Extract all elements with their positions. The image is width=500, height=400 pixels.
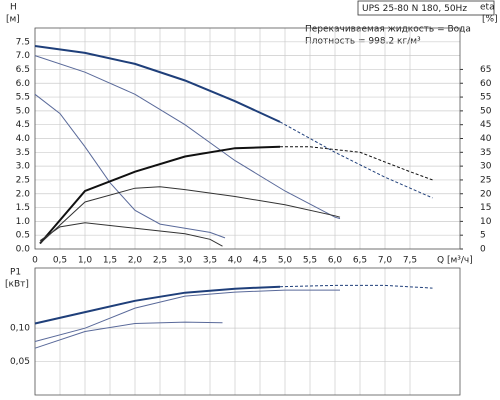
x-tick-label: 4,5	[253, 256, 267, 266]
y-tick-label: 0,05	[10, 357, 30, 367]
curve	[34, 55, 341, 220]
y2-tick-label: 30	[480, 162, 492, 172]
y-label-unit: [м]	[6, 15, 20, 25]
x-tick-label: 1,5	[103, 256, 117, 266]
x-tick-label: 7,5	[403, 256, 417, 266]
plot-frame	[34, 27, 461, 250]
y-tick-label: 7.5	[16, 37, 30, 47]
y2-tick-label: 55	[480, 93, 491, 103]
x-tick-label: 0,5	[53, 256, 67, 266]
curve	[34, 321, 223, 349]
y2-tick-label: 50	[480, 106, 492, 116]
y-tick-label: 0.5	[16, 231, 30, 241]
x-tick-label: 6,5	[353, 256, 367, 266]
curve	[39, 145, 281, 245]
y2-tick-label: 35	[480, 148, 491, 158]
y-tick-label: 7.0	[16, 51, 31, 61]
y-tick-label: 3.0	[16, 162, 31, 172]
x-tick-label: 5,0	[278, 256, 293, 266]
x-label: Q [м³/ч]	[437, 256, 473, 266]
y2-tick-label: 5	[480, 231, 486, 241]
y-tick-label: 0.0	[16, 245, 31, 255]
y-label: P1	[10, 268, 21, 278]
curve	[280, 146, 433, 181]
y2-label: eta	[480, 3, 495, 13]
y2-tick-label: 20	[480, 189, 492, 199]
y2-tick-label: 65	[480, 65, 491, 75]
chart-title: UPS 25-80 N 180, 50Hz	[362, 4, 467, 14]
y-tick-label: 2.0	[16, 189, 31, 199]
curve	[34, 93, 226, 239]
x-tick-label: 3,5	[203, 256, 217, 266]
y-tick-label: 2.5	[16, 175, 30, 185]
curve	[39, 186, 341, 244]
y-tick-label: 6.0	[16, 79, 31, 89]
note: Перекачиваемая жидкость = Вода	[305, 25, 471, 35]
y-tick-label: 5.5	[16, 93, 30, 103]
y2-tick-label: 0	[480, 245, 486, 255]
x-tick-label: 5,5	[303, 256, 317, 266]
y-label: H	[10, 3, 17, 13]
y-tick-label: 4.5	[16, 120, 30, 130]
y-tick-label: 0,10	[10, 324, 30, 334]
y2-tick-label: 45	[480, 120, 491, 130]
y-tick-label: 3.5	[16, 148, 30, 158]
y2-tick-label: 15	[480, 203, 491, 213]
y-label-unit: [кВт]	[5, 280, 29, 290]
y-tick-label: 5.0	[16, 106, 31, 116]
y-tick-label: 1.5	[16, 203, 30, 213]
plot-frame	[34, 267, 461, 396]
y-tick-label: 1.0	[16, 217, 31, 227]
y-tick-label: 4.0	[16, 134, 31, 144]
curve	[39, 222, 223, 247]
curve	[34, 285, 281, 325]
x-tick-label: 2,5	[153, 256, 167, 266]
x-tick-label: 4,0	[228, 256, 243, 266]
y2-label-unit: [%]	[482, 15, 498, 25]
y2-tick-label: 25	[480, 175, 491, 185]
curve	[34, 289, 340, 342]
curve	[279, 284, 433, 289]
x-tick-label: 7,0	[378, 256, 393, 266]
x-tick-label: 6,0	[328, 256, 343, 266]
y2-tick-label: 60	[480, 79, 492, 89]
x-tick-label: 2,0	[128, 256, 143, 266]
x-tick-label: 3,0	[178, 256, 193, 266]
x-tick-label: 0	[32, 256, 38, 266]
y2-tick-label: 10	[480, 217, 492, 227]
y-tick-label: 6.5	[16, 65, 30, 75]
title-box	[357, 0, 495, 16]
curve	[34, 45, 281, 123]
x-tick-label: 1,0	[78, 256, 93, 266]
y2-tick-label: 40	[480, 134, 492, 144]
curve	[279, 121, 433, 199]
